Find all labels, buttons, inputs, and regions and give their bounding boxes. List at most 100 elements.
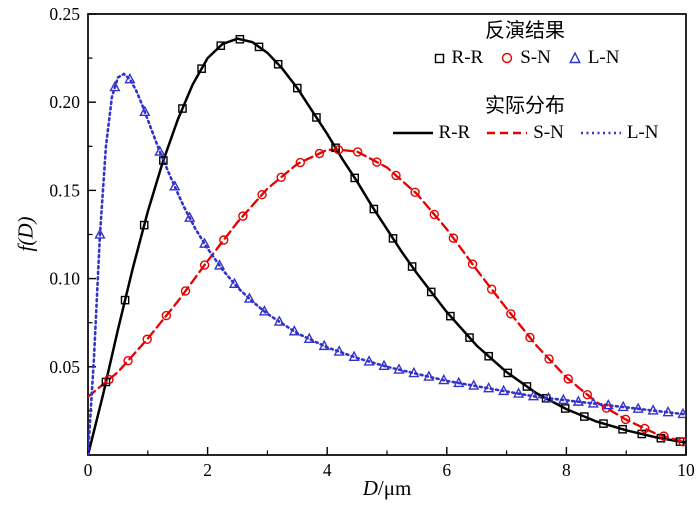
- square-marker-icon: [369, 204, 379, 214]
- triangle-marker-icon: [587, 397, 599, 408]
- square-marker-icon: [580, 412, 589, 421]
- series-markers-L-N: [94, 72, 686, 419]
- legend: 反演结果 R-R S-N L-N 实际分布: [372, 14, 678, 144]
- y-tick-label: 0.25: [49, 4, 80, 24]
- square-marker-icon: [197, 64, 206, 73]
- circle-marker-icon: [659, 431, 669, 441]
- series-line-S-N: [88, 148, 686, 444]
- legend-entry-label: R-R: [438, 122, 471, 143]
- triangle-marker-icon: [333, 345, 345, 356]
- triangle-marker-icon: [498, 384, 510, 396]
- triangle-marker-icon: [602, 398, 614, 410]
- y-tick-label: 0.10: [49, 269, 80, 289]
- y-axis-label: f(D): [13, 216, 38, 252]
- triangle-marker-icon: [169, 180, 181, 191]
- circle-marker-icon: [544, 354, 554, 364]
- circle-marker-icon: [448, 233, 459, 243]
- legend-entry-label: S-N: [533, 122, 564, 143]
- triangle-marker-icon: [542, 391, 555, 403]
- legend-entry-label: L-N: [626, 122, 659, 143]
- circle-marker-icon: [582, 389, 593, 400]
- square-marker-icon: [216, 41, 226, 50]
- triangle-marker-icon: [662, 406, 674, 417]
- x-axis-label: D/μm: [88, 476, 686, 501]
- triangle-marker-icon: [527, 389, 540, 401]
- x-tick-label: 4: [323, 460, 332, 480]
- square-marker-icon: [522, 382, 532, 391]
- circle-marker-icon: [333, 145, 344, 155]
- square-marker-icon: [656, 433, 666, 443]
- series-markers-S-N: [104, 145, 686, 447]
- square-marker-icon: [139, 220, 149, 230]
- triangle-marker-icon: [258, 305, 270, 316]
- triangle-marker-icon: [363, 355, 375, 366]
- dotted-line-icon: [580, 131, 621, 135]
- circle-marker-icon: [238, 211, 248, 221]
- legend-entry-sn-marker: S-N: [499, 47, 551, 69]
- triangle-marker-icon: [572, 395, 584, 406]
- triangle-marker-icon: [468, 379, 480, 390]
- square-marker-icon: [254, 42, 264, 52]
- x-axis-label-unit: /μm: [377, 476, 412, 500]
- triangle-marker-icon: [632, 402, 644, 413]
- triangle-marker-icon: [213, 259, 226, 270]
- triangle-marker-icon: [557, 393, 569, 405]
- triangle-marker-icon: [124, 72, 136, 84]
- legend-entry-sn-line: S-N: [486, 122, 564, 144]
- triangle-marker-icon: [423, 370, 435, 381]
- square-marker-icon: [178, 104, 187, 113]
- circle-marker-icon: [180, 286, 191, 296]
- circle-marker-icon: [410, 187, 420, 198]
- triangle-marker-icon: [647, 404, 659, 415]
- square-marker-icon: [273, 59, 283, 69]
- triangle-marker-icon: [438, 373, 450, 385]
- circle-marker-icon: [219, 235, 229, 245]
- circle-marker-icon: [142, 334, 152, 344]
- circle-marker-icon: [314, 148, 325, 159]
- triangle-marker-icon: [378, 359, 390, 371]
- series-line-L-N: [88, 72, 686, 455]
- square-marker-icon: [235, 34, 245, 44]
- circle-marker-icon: [640, 423, 650, 434]
- legend-entry-ln-marker: L-N: [567, 47, 619, 69]
- circle-marker-icon: [257, 189, 267, 200]
- circle-marker-icon: [563, 374, 573, 384]
- legend-entry-rr-line: R-R: [392, 122, 471, 144]
- x-tick-label: 8: [562, 460, 571, 480]
- legend-line-row: R-R S-N L-N: [372, 122, 678, 144]
- circle-marker-icon: [486, 284, 497, 294]
- circle-marker-icon: [276, 172, 286, 182]
- legend-entry-rr-marker: R-R: [431, 47, 483, 69]
- curves-group: [88, 37, 686, 455]
- triangle-marker-icon: [228, 277, 241, 288]
- series-markers-R-R: [101, 34, 685, 446]
- square-marker-icon: [159, 156, 168, 165]
- circle-marker-icon: [502, 52, 513, 64]
- triangle-marker-icon: [393, 363, 405, 374]
- circle-marker-icon: [372, 157, 382, 167]
- square-marker-icon: [560, 404, 570, 413]
- triangle-marker-icon: [288, 325, 300, 336]
- circle-marker-icon: [467, 259, 478, 269]
- triangle-marker-icon: [303, 332, 315, 344]
- triangle-marker-icon: [243, 292, 256, 303]
- triangle-marker-icon: [453, 376, 465, 388]
- triangle-marker-icon: [109, 80, 121, 92]
- triangle-marker-icon: [94, 228, 106, 239]
- square-marker-icon: [618, 424, 627, 434]
- legend-entry-ln-line: L-N: [580, 122, 659, 144]
- triangle-marker-icon: [348, 350, 360, 362]
- circle-marker-icon: [352, 147, 363, 157]
- circle-marker-icon: [525, 332, 535, 343]
- x-tick-label: 0: [84, 460, 93, 480]
- x-axis-label-variable: D: [362, 476, 378, 500]
- square-marker-icon: [426, 287, 436, 297]
- circle-marker-icon: [620, 414, 631, 425]
- triangle-marker-icon: [408, 366, 420, 378]
- legend-marker-row: R-R S-N L-N: [372, 47, 678, 69]
- square-marker-icon: [484, 351, 493, 361]
- triangle-marker-icon: [318, 339, 330, 351]
- y-tick-label: 0.15: [49, 180, 80, 200]
- square-marker-icon: [503, 368, 513, 378]
